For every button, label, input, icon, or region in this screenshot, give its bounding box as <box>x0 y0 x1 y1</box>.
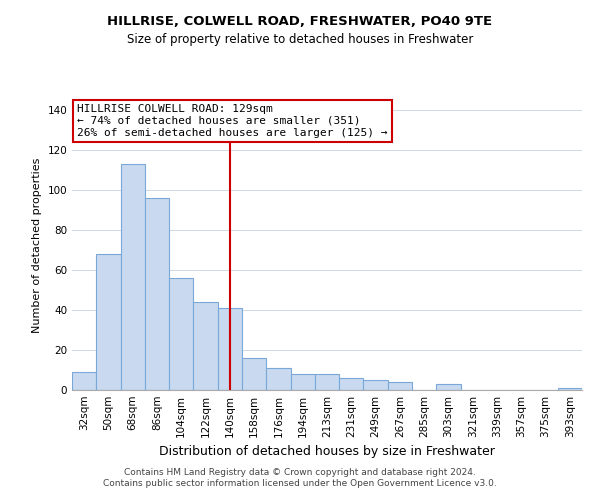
X-axis label: Distribution of detached houses by size in Freshwater: Distribution of detached houses by size … <box>159 446 495 458</box>
Bar <box>169 278 193 390</box>
Text: Contains HM Land Registry data © Crown copyright and database right 2024.
Contai: Contains HM Land Registry data © Crown c… <box>103 468 497 487</box>
Bar <box>290 374 315 390</box>
Bar <box>121 164 145 390</box>
Bar <box>315 374 339 390</box>
Bar <box>266 368 290 390</box>
Bar <box>364 380 388 390</box>
Text: Size of property relative to detached houses in Freshwater: Size of property relative to detached ho… <box>127 32 473 46</box>
Bar <box>436 384 461 390</box>
Text: HILLRISE COLWELL ROAD: 129sqm
← 74% of detached houses are smaller (351)
26% of : HILLRISE COLWELL ROAD: 129sqm ← 74% of d… <box>77 104 388 138</box>
Bar <box>339 378 364 390</box>
Text: HILLRISE, COLWELL ROAD, FRESHWATER, PO40 9TE: HILLRISE, COLWELL ROAD, FRESHWATER, PO40… <box>107 15 493 28</box>
Bar <box>242 358 266 390</box>
Bar <box>193 302 218 390</box>
Bar <box>145 198 169 390</box>
Bar <box>72 372 96 390</box>
Y-axis label: Number of detached properties: Number of detached properties <box>32 158 42 332</box>
Bar <box>388 382 412 390</box>
Bar <box>96 254 121 390</box>
Bar <box>218 308 242 390</box>
Bar <box>558 388 582 390</box>
